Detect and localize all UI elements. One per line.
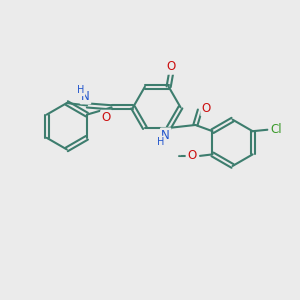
Text: N: N xyxy=(161,129,170,142)
Text: methoxy: methoxy xyxy=(181,148,187,149)
Text: Cl: Cl xyxy=(270,123,282,136)
Text: H: H xyxy=(157,137,164,147)
Text: O: O xyxy=(202,102,211,115)
Text: O: O xyxy=(167,60,176,73)
Text: O: O xyxy=(187,149,196,162)
Text: H: H xyxy=(77,85,84,95)
Text: O: O xyxy=(101,111,111,124)
Text: methoxy: methoxy xyxy=(176,154,182,156)
Text: N: N xyxy=(81,90,90,103)
Text: methoxy: methoxy xyxy=(174,164,180,165)
